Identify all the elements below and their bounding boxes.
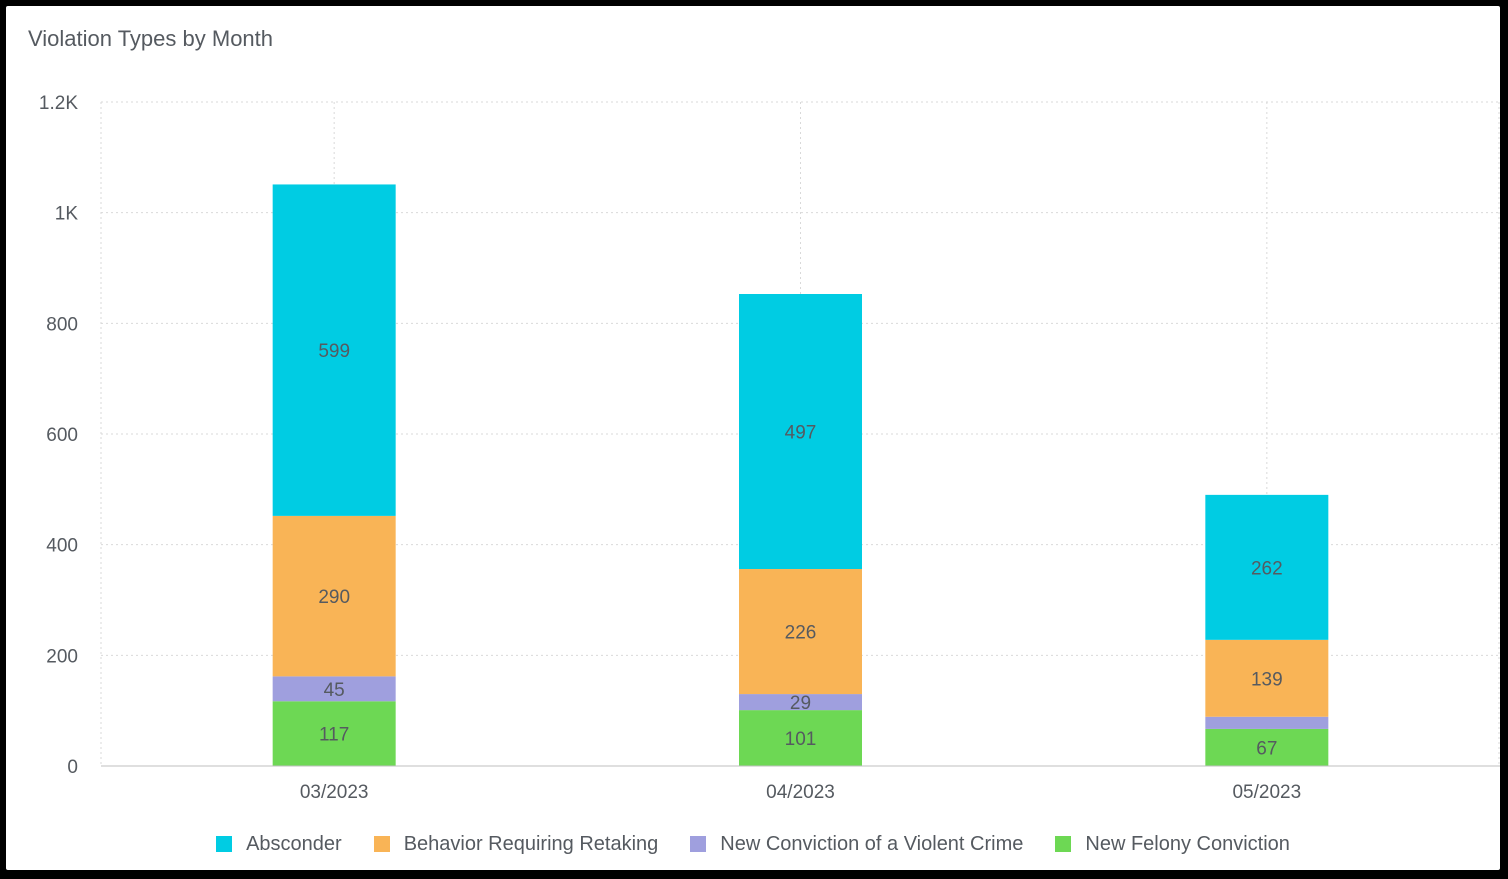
legend-item[interactable]: Behavior Requiring Retaking xyxy=(373,832,659,856)
y-tick-label: 1.2K xyxy=(39,93,78,114)
bar-segment xyxy=(272,515,396,677)
y-tick-label: 800 xyxy=(46,314,78,335)
data-label: 45 xyxy=(324,680,345,701)
bar-segment xyxy=(739,569,862,695)
data-label: 226 xyxy=(785,623,817,644)
bar-segment xyxy=(1205,639,1329,717)
legend-swatch xyxy=(1055,836,1072,852)
chart-card: Violation Types by Month 0 200 400 600 800 1K… xyxy=(6,6,1500,870)
data-label: 101 xyxy=(785,729,817,750)
legend-item[interactable]: New Conviction of a Violent Crime xyxy=(690,833,1023,856)
bar-segment xyxy=(739,694,862,711)
legend-swatch xyxy=(373,836,390,852)
data-label: 117 xyxy=(319,725,349,746)
legend-label: New Felony Conviction xyxy=(1085,832,1290,855)
chart-plot: 0 200 400 600 800 1K 1.2K 117 45 290 599 03/2023 101… xyxy=(39,93,1500,803)
bar-segment xyxy=(1205,728,1329,766)
bar-segment xyxy=(272,701,396,766)
legend-label: Behavior Requiring Retaking xyxy=(403,832,659,855)
bar-segment xyxy=(739,294,862,570)
x-tick-label: 05/2023 xyxy=(1232,782,1301,803)
data-label: 290 xyxy=(318,587,350,608)
legend-item[interactable]: Absconder xyxy=(216,833,342,856)
y-tick-label: 1K xyxy=(55,204,79,225)
y-tick-label: 600 xyxy=(46,425,78,446)
bar-segment xyxy=(272,184,396,516)
bar-segment xyxy=(272,676,396,702)
data-label: 139 xyxy=(1251,669,1283,690)
y-tick-label: 400 xyxy=(46,536,78,557)
x-tick-label: 04/2023 xyxy=(766,782,835,803)
legend-swatch xyxy=(216,836,233,852)
y-tick-label: 200 xyxy=(46,646,78,667)
chart-legend: Absconder Behavior Requiring Retaking New … xyxy=(6,830,1500,858)
bar-segment xyxy=(739,710,862,766)
data-label: 29 xyxy=(790,693,811,714)
data-label: 262 xyxy=(1251,558,1283,579)
bar-segment xyxy=(1205,716,1329,729)
data-label: 497 xyxy=(785,423,817,444)
bar-segment xyxy=(1205,494,1329,640)
legend-label: Absconder xyxy=(246,832,342,855)
legend-label: New Conviction of a Violent Crime xyxy=(720,832,1024,855)
legend-swatch xyxy=(690,836,707,852)
legend-item[interactable]: New Felony Conviction xyxy=(1055,833,1290,856)
data-label: 599 xyxy=(318,341,350,362)
data-label: 67 xyxy=(1256,738,1277,759)
y-tick-label: 0 xyxy=(67,757,78,778)
x-tick-label: 03/2023 xyxy=(300,782,369,803)
chart-title: Violation Types by Month xyxy=(28,26,274,51)
